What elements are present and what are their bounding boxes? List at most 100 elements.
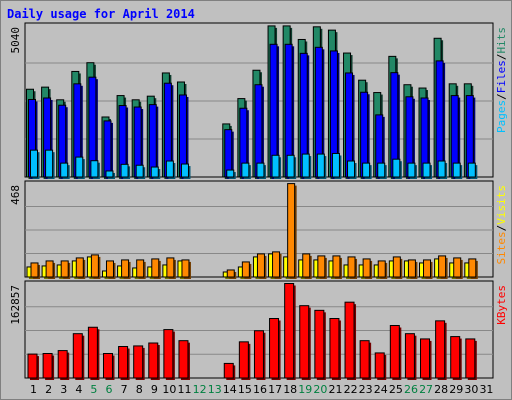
legend-hits: Hits xyxy=(495,27,508,54)
kbytes-bar-day-21 xyxy=(329,317,341,380)
kbytes-bar-day-14 xyxy=(223,362,236,380)
x-tick-day-4: 4 xyxy=(75,383,82,396)
sites-bar-day-18 xyxy=(287,183,297,279)
sites-bar-day-9 xyxy=(151,258,161,279)
sites-bar-day-16 xyxy=(256,253,267,279)
x-tick-day-5: 5 xyxy=(90,383,97,396)
x-tick-day-7: 7 xyxy=(121,383,128,396)
pages-bar-day-29 xyxy=(452,162,463,179)
sites-bar-day-20 xyxy=(317,255,327,279)
sites-bar-day-1 xyxy=(30,262,40,279)
pages-bar-day-27 xyxy=(422,162,433,179)
sites-bar-day-23 xyxy=(362,258,373,279)
x-tick-day-31: 31 xyxy=(479,383,493,396)
kbytes-bar-day-1 xyxy=(27,353,39,380)
sites-bar-day-6 xyxy=(105,260,116,279)
x-tick-day-27: 27 xyxy=(419,383,433,396)
x-tick-day-17: 17 xyxy=(268,383,282,396)
x-tick-day-12: 12 xyxy=(193,383,207,396)
sites-bar-day-2 xyxy=(45,260,56,279)
sites-bar-day-24 xyxy=(377,260,388,279)
legend-files: Files xyxy=(495,60,508,93)
x-tick-day-25: 25 xyxy=(389,383,403,396)
x-tick-day-19: 19 xyxy=(298,383,312,396)
sites-bar-day-15 xyxy=(241,261,252,279)
x-tick-day-13: 13 xyxy=(208,383,222,396)
pages-bar-day-11 xyxy=(180,163,191,179)
pages-bar-day-4 xyxy=(75,156,85,179)
kbytes-bar-day-24 xyxy=(374,352,387,380)
legend-kbytes: KBytes xyxy=(495,285,508,325)
kbytes-bar-day-15 xyxy=(238,341,251,380)
sites-bar-day-25 xyxy=(392,256,403,279)
sites-bar-day-3 xyxy=(60,260,71,279)
x-tick-day-9: 9 xyxy=(151,383,158,396)
x-tick-day-18: 18 xyxy=(283,383,297,396)
x-tick-day-21: 21 xyxy=(328,383,342,396)
sites-bar-day-10 xyxy=(166,257,176,279)
sites-bar-day-11 xyxy=(181,259,191,279)
x-tick-day-26: 26 xyxy=(404,383,418,396)
pages-bar-day-10 xyxy=(165,160,176,179)
kbytes-bar-day-9 xyxy=(148,342,160,380)
files-bar-day-6 xyxy=(103,120,113,179)
kbytes-bar-day-17 xyxy=(269,317,281,380)
kbytes-bar-day-30 xyxy=(465,338,477,380)
pages-bar-day-2 xyxy=(45,149,55,179)
y-max-label-2: 468 xyxy=(9,185,22,205)
right-legend-2: Sites/Visits xyxy=(495,185,508,265)
pages-bar-day-30 xyxy=(467,162,478,179)
kbytes-bar-day-27 xyxy=(420,338,432,380)
pages-bar-day-22 xyxy=(347,160,357,179)
pages-bar-day-26 xyxy=(407,162,417,179)
pages-bar-day-15 xyxy=(241,162,251,179)
sites-bar-day-28 xyxy=(438,255,448,279)
x-tick-day-2: 2 xyxy=(45,383,52,396)
kbytes-bar-day-11 xyxy=(178,340,190,380)
pages-bar-day-1 xyxy=(30,149,40,179)
x-tick-day-24: 24 xyxy=(374,383,388,396)
sites-bar-day-14 xyxy=(226,269,237,279)
x-tick-day-28: 28 xyxy=(434,383,448,396)
x-tick-day-30: 30 xyxy=(464,383,478,396)
x-tick-day-1: 1 xyxy=(30,383,37,396)
sites-bar-day-27 xyxy=(423,259,433,279)
x-tick-day-15: 15 xyxy=(238,383,252,396)
pages-bar-day-7 xyxy=(120,163,131,179)
x-tick-day-6: 6 xyxy=(106,383,113,396)
kbytes-bar-day-26 xyxy=(404,333,417,380)
pages-bar-day-16 xyxy=(256,162,266,179)
kbytes-bar-day-3 xyxy=(57,350,70,380)
kbytes-bar-day-5 xyxy=(87,326,100,380)
pages-bar-day-23 xyxy=(362,162,372,179)
pages-bar-day-18 xyxy=(286,154,297,179)
sites-bar-day-21 xyxy=(332,255,342,279)
kbytes-bar-day-29 xyxy=(450,336,462,380)
x-tick-day-23: 23 xyxy=(359,383,373,396)
pages-bar-day-5 xyxy=(90,160,100,179)
pages-bar-day-28 xyxy=(437,160,448,179)
kbytes-bar-day-23 xyxy=(359,340,372,380)
x-tick-day-3: 3 xyxy=(60,383,67,396)
sites-bar-day-29 xyxy=(453,257,463,279)
legend-visits: Visits xyxy=(495,185,508,225)
sites-bar-day-19 xyxy=(302,253,312,279)
x-tick-day-22: 22 xyxy=(344,383,358,396)
pages-bar-day-19 xyxy=(301,153,312,179)
sites-bar-day-30 xyxy=(468,258,478,279)
sites-bar-day-26 xyxy=(407,259,418,279)
sites-bar-day-22 xyxy=(347,256,358,279)
legend-sites: Sites xyxy=(495,231,508,264)
sites-bar-day-17 xyxy=(272,251,282,279)
kbytes-bar-day-10 xyxy=(163,329,175,380)
chart-title: Daily usage for April 2014 xyxy=(7,7,195,21)
kbytes-bar-day-22 xyxy=(344,301,357,380)
pages-bar-day-25 xyxy=(392,158,402,179)
sites-bar-day-5 xyxy=(90,254,101,279)
kbytes-bar-day-16 xyxy=(253,330,266,380)
kbytes-bar-day-28 xyxy=(435,320,447,380)
legend-pages: Pages xyxy=(495,100,508,133)
x-tick-day-16: 16 xyxy=(253,383,267,396)
